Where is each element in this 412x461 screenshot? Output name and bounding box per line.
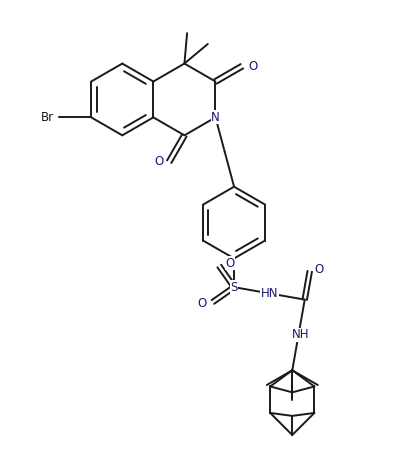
Text: O: O — [154, 155, 163, 168]
Text: O: O — [198, 297, 207, 310]
Text: NH: NH — [292, 328, 309, 342]
Text: O: O — [315, 263, 324, 276]
Text: O: O — [248, 60, 257, 73]
Text: HN: HN — [261, 287, 278, 300]
Text: O: O — [225, 256, 234, 270]
Text: N: N — [211, 111, 220, 124]
Text: Br: Br — [41, 111, 54, 124]
Text: S: S — [230, 281, 238, 294]
